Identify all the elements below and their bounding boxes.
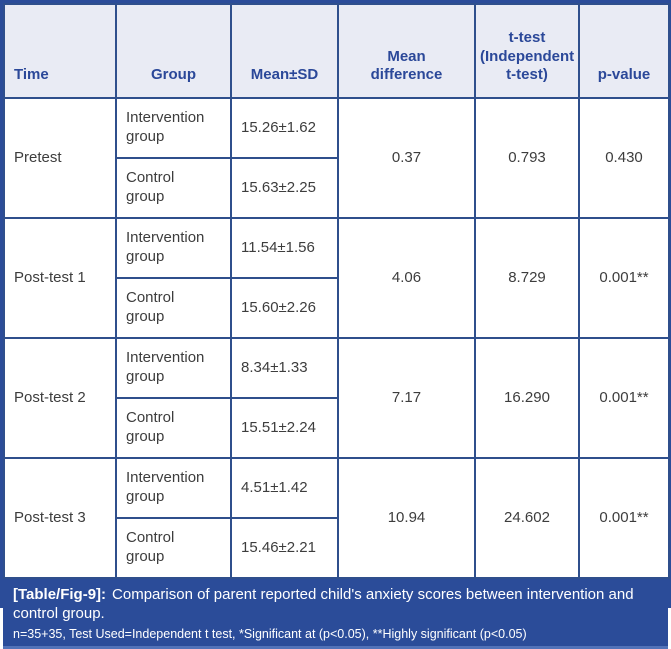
p-value: 0.001** <box>578 457 670 579</box>
t-test-value: 16.290 <box>474 337 580 459</box>
group-label: Control group <box>115 397 232 459</box>
time-label: Post-test 1 <box>3 217 117 339</box>
mean-sd-value: 11.54±1.56 <box>230 217 339 279</box>
header-cell-mean-difference: Mean difference <box>337 3 476 99</box>
table-row: Control group 15.51±2.24 <box>4 397 669 459</box>
table-row: Control group 15.60±2.26 <box>4 277 669 339</box>
mean-difference-value: 0.37 <box>337 97 476 219</box>
caption-text: Comparison of parent reported child's an… <box>13 586 634 622</box>
header-cell-p-value: p-value <box>578 3 670 99</box>
group-label: Control group <box>115 517 232 579</box>
table-caption: [Table/Fig-9]: Comparison of parent repor… <box>13 586 658 624</box>
header-cell-mean-sd: Mean±SD <box>230 3 339 99</box>
mean-sd-value: 4.51±1.42 <box>230 457 339 519</box>
mean-difference-value: 7.17 <box>337 337 476 459</box>
header-row: Time Group Mean±SD Mean difference t-tes… <box>3 3 670 99</box>
mean-sd-value: 15.46±2.21 <box>230 517 339 579</box>
time-label: Pretest <box>3 97 117 219</box>
group-label: Intervention group <box>115 97 232 159</box>
t-test-value: 0.793 <box>474 97 580 219</box>
mean-sd-value: 15.26±1.62 <box>230 97 339 159</box>
caption-label: [Table/Fig-9]: <box>13 586 107 603</box>
t-test-value: 8.729 <box>474 217 580 339</box>
table-row: Control group 15.46±2.21 <box>4 517 669 579</box>
header-cell-t-test: t-test (Independent t-test) <box>474 3 580 99</box>
group-label: Intervention group <box>115 457 232 519</box>
mean-difference-value: 10.94 <box>337 457 476 579</box>
table-row: Post-test 1 Intervention group 11.54±1.5… <box>3 217 670 339</box>
group-label: Control group <box>115 157 232 219</box>
table-row: Control group 15.63±2.25 <box>4 157 669 219</box>
table-row: Pretest Intervention group 15.26±1.62 0.… <box>3 97 670 219</box>
caption-bar: [Table/Fig-9]: Comparison of parent repor… <box>3 579 668 649</box>
mean-sd-value: 15.60±2.26 <box>230 277 339 339</box>
group-label: Control group <box>115 277 232 339</box>
time-label: Post-test 3 <box>3 457 117 579</box>
table-row: Post-test 2 Intervention group 8.34±1.33… <box>3 337 670 459</box>
header-cell-time: Time <box>3 3 117 99</box>
header-cell-group: Group <box>115 3 232 99</box>
mean-sd-value: 15.63±2.25 <box>230 157 339 219</box>
group-label: Intervention group <box>115 217 232 279</box>
results-table: Time Group Mean±SD Mean difference t-tes… <box>3 3 670 579</box>
p-value: 0.430 <box>578 97 670 219</box>
group-label: Intervention group <box>115 337 232 399</box>
p-value: 0.001** <box>578 337 670 459</box>
mean-sd-value: 8.34±1.33 <box>230 337 339 399</box>
t-test-value: 24.602 <box>474 457 580 579</box>
table-row: Post-test 3 Intervention group 4.51±1.42… <box>3 457 670 579</box>
mean-difference-value: 4.06 <box>337 217 476 339</box>
mean-sd-value: 15.51±2.24 <box>230 397 339 459</box>
time-label: Post-test 2 <box>3 337 117 459</box>
p-value: 0.001** <box>578 217 670 339</box>
caption-footnote: n=35+35, Test Used=Independent t test, *… <box>13 626 527 641</box>
